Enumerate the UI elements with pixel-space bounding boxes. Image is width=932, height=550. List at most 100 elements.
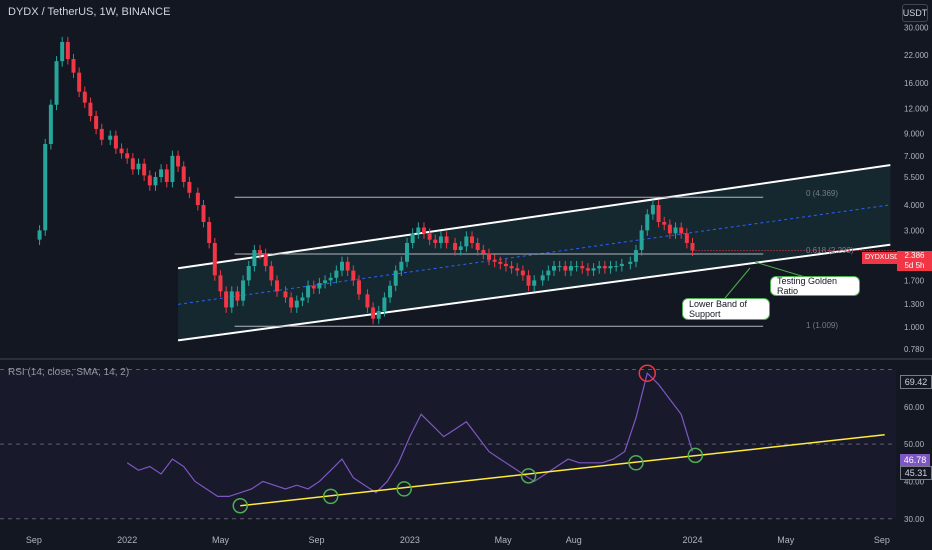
candle-body-60 <box>388 285 393 298</box>
candle-body-109 <box>673 227 678 234</box>
candle-body-11 <box>99 128 104 140</box>
candle-body-100 <box>619 263 624 267</box>
candle-body-58 <box>376 311 381 319</box>
candle-body-62 <box>399 261 404 271</box>
candle-body-98 <box>608 266 613 269</box>
candle-body-90 <box>563 266 568 271</box>
candle-body-102 <box>633 250 638 262</box>
rsi-indicator-title[interactable]: RSI (14, close, SMA, 14, 2) <box>8 367 130 378</box>
candle-body-30 <box>212 242 217 276</box>
price-axis-tick-10: 1.300 <box>904 300 925 309</box>
candle-body-27 <box>195 192 200 206</box>
rsi-axis-tick-0: 60.00 <box>904 403 925 412</box>
candle-body-43 <box>289 297 294 308</box>
candle-body-51 <box>334 270 339 278</box>
fib-label-1: 1 (1.009) <box>806 321 839 330</box>
candle-body-50 <box>328 277 333 281</box>
candle-body-94 <box>585 268 590 271</box>
rsi-upper-tag: 69.42 <box>900 375 932 389</box>
candle-body-105 <box>650 205 655 215</box>
time-axis-tick-5: May <box>495 535 513 545</box>
price-axis-tick-0: 30.000 <box>904 24 929 33</box>
candle-body-22 <box>164 169 169 182</box>
candle-body-17 <box>136 163 141 170</box>
candle-body-87 <box>546 270 551 276</box>
candle-body-95 <box>591 268 596 271</box>
price-axis-tick-1: 22.000 <box>904 51 929 60</box>
candle-body-88 <box>551 266 556 271</box>
candle-body-104 <box>645 214 650 231</box>
candle-body-108 <box>667 224 672 234</box>
candle-body-18 <box>142 163 147 176</box>
countdown-value: 5d 5h <box>904 261 925 270</box>
candle-body-42 <box>283 291 288 298</box>
candle-body-41 <box>274 280 279 292</box>
candle-body-37 <box>252 250 257 267</box>
candle-body-25 <box>181 166 186 182</box>
candle-body-71 <box>453 242 458 251</box>
candle-body-67 <box>427 233 432 240</box>
support-callout: Lower Band of Support <box>682 298 770 320</box>
support-pointer <box>724 267 751 299</box>
last-price-value: 2.386 <box>904 251 925 260</box>
channel-fill <box>178 165 891 341</box>
candle-body-59 <box>382 297 387 312</box>
price-axis-tick-11: 1.000 <box>904 323 925 332</box>
candle-body-82 <box>515 268 520 271</box>
candle-body-81 <box>509 266 514 269</box>
price-axis-tick-9: 1.700 <box>904 276 925 285</box>
candle-body-14 <box>119 148 124 154</box>
candle-body-103 <box>639 230 644 251</box>
time-axis-tick-3: Sep <box>309 535 325 545</box>
candle-body-39 <box>263 253 268 267</box>
candle-body-79 <box>498 261 503 264</box>
price-axis-tick-12: 0.780 <box>904 345 925 354</box>
time-axis-tick-1: 2022 <box>117 535 137 545</box>
candle-body-8 <box>82 91 87 103</box>
rsi-axis-tick-3: 30.00 <box>904 515 925 524</box>
candle-body-75 <box>475 242 480 251</box>
candle-body-111 <box>684 233 689 243</box>
candle-body-7 <box>77 72 82 92</box>
candle-body-26 <box>187 181 192 193</box>
candle-body-4 <box>60 41 65 62</box>
candle-body-68 <box>433 239 438 243</box>
candle-body-66 <box>421 227 426 234</box>
candle-body-45 <box>300 297 305 301</box>
rsi-support-circle-4 <box>628 455 644 471</box>
time-axis-tick-2: May <box>212 535 230 545</box>
candle-body-35 <box>241 280 246 301</box>
candle-body-55 <box>356 280 361 295</box>
rsi-axis-tick-2: 40.00 <box>904 477 925 486</box>
candle-body-86 <box>540 275 545 281</box>
candle-body-78 <box>492 259 497 262</box>
currency-button[interactable]: USDT <box>902 4 928 22</box>
candle-body-23 <box>170 155 175 182</box>
time-axis-tick-6: Aug <box>566 535 582 545</box>
candle-body-24 <box>176 155 181 167</box>
candle-body-101 <box>628 261 633 264</box>
last-price-tag: 2.386 5d 5h <box>897 251 932 271</box>
rsi-support-circle-2 <box>396 481 412 497</box>
candle-body-20 <box>153 177 158 186</box>
candle-body-63 <box>405 242 410 262</box>
candle-body-106 <box>656 205 661 222</box>
candle-body-80 <box>503 263 508 267</box>
candle-body-2 <box>48 104 53 145</box>
price-axis-tick-7: 4.000 <box>904 201 925 210</box>
candle-body-112 <box>690 242 695 251</box>
candle-body-19 <box>147 175 152 186</box>
candle-body-69 <box>438 236 443 243</box>
channel-upper-line <box>177 164 891 270</box>
candle-body-46 <box>306 285 311 298</box>
fib-label-618: 0.618 (2.293) <box>806 246 854 255</box>
time-axis-tick-4: 2023 <box>400 535 420 545</box>
candle-body-72 <box>458 246 463 251</box>
candle-body-12 <box>108 135 113 140</box>
candle-body-54 <box>351 270 356 281</box>
candle-body-15 <box>125 153 130 159</box>
rsi-sma-tag: 45.31 <box>900 466 932 480</box>
candle-body-57 <box>371 307 376 319</box>
candle-body-32 <box>224 291 229 308</box>
